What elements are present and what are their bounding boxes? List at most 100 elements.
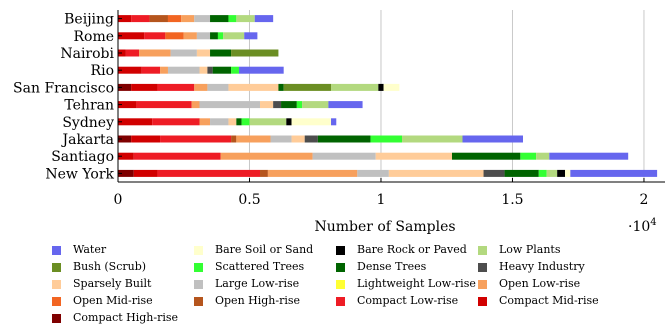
- bar-new-york-open-high-rise: [260, 169, 268, 177]
- legend-label: Compact Low-rise: [357, 294, 459, 307]
- bar-jakarta-dense-trees: [317, 135, 371, 143]
- bar-tehran-open-low-rise: [191, 101, 200, 109]
- bar-san-francisco-compact-mid-rise: [131, 83, 158, 91]
- bar-rio-large-low-rise: [167, 66, 200, 74]
- bar-santiago-compact-mid-rise: [118, 152, 134, 160]
- legend-label: Water: [73, 243, 107, 256]
- bar-sydney-compact-mid-rise: [118, 118, 153, 126]
- bar-new-york-open-low-rise: [267, 169, 358, 177]
- bar-jakarta-compact-mid-rise: [131, 135, 161, 143]
- bar-jakarta-open-high-rise: [231, 135, 237, 143]
- bar-new-york-low-plants: [546, 169, 558, 177]
- bar-beijing-compact-low-rise: [131, 15, 150, 23]
- bar-sydney-bare-soil-or-sand: [291, 118, 332, 126]
- bar-new-york-compact-mid-rise: [133, 169, 158, 177]
- legend-label: Dense Trees: [357, 260, 427, 273]
- bar-new-york-bare-soil-or-sand: [565, 169, 571, 177]
- bar-tehran-compact-mid-rise: [118, 101, 137, 109]
- y-tick-label-new-york: New York: [45, 166, 114, 182]
- bar-beijing-open-high-rise: [149, 15, 168, 23]
- bar-beijing-compact-mid-rise: [118, 15, 132, 23]
- x-tick-labels: 0 0.5 1 1.5 2: [114, 192, 649, 208]
- bar-jakarta-large-low-rise: [270, 135, 292, 143]
- bar-sydney-low-plants: [249, 118, 287, 126]
- bar-tehran-sparsely-built: [260, 101, 274, 109]
- bar-rome-dense-trees: [210, 32, 218, 40]
- bar-beijing-open-mid-rise: [167, 15, 182, 23]
- bar-san-francisco-compact-high-rise: [118, 83, 132, 91]
- bar-new-york-compact-high-rise: [118, 169, 134, 177]
- x-tick-label: 2: [640, 192, 649, 208]
- y-tick-label-rome: Rome: [73, 29, 114, 45]
- bar-nairobi-sparsely-built: [196, 49, 211, 57]
- bar-tehran-water: [328, 101, 363, 109]
- bar-sydney-dense-trees: [236, 118, 242, 126]
- bar-rome-scattered-trees: [217, 32, 224, 40]
- legend-swatch: [478, 263, 487, 272]
- bar-santiago-water: [549, 152, 629, 160]
- bar-rome-large-low-rise: [196, 32, 211, 40]
- bar-san-francisco-bare-rock-or-paved: [378, 83, 384, 91]
- y-tick-label-tehran: Tehran: [64, 98, 114, 114]
- bar-jakarta-open-low-rise: [236, 135, 271, 143]
- legend-label: Large Low-rise: [215, 277, 300, 290]
- y-tick-label-san-francisco: San Francisco: [13, 80, 114, 96]
- legend-label: Scattered Trees: [215, 260, 305, 273]
- bar-rio-scattered-trees: [231, 66, 239, 74]
- bar-rio-water: [238, 66, 284, 74]
- bar-santiago-dense-trees: [451, 152, 521, 160]
- legend-swatch: [52, 263, 61, 272]
- legend-swatch: [194, 246, 203, 255]
- legend-swatch: [52, 297, 61, 306]
- y-tick-label-beijing: Beijing: [64, 12, 114, 28]
- bar-santiago-open-low-rise: [220, 152, 313, 160]
- bar-san-francisco-bare-soil-or-sand: [383, 83, 400, 91]
- bar-nairobi-compact-low-rise: [125, 49, 140, 57]
- bar-sydney-sparsely-built: [228, 118, 237, 126]
- bar-beijing-low-plants: [236, 15, 255, 23]
- x-axis-multiplier-base: ·10: [628, 219, 650, 235]
- bar-tehran-heavy-industry: [273, 101, 282, 109]
- x-tick-label: 0.5: [238, 192, 260, 208]
- plot-frame: [117, 10, 665, 183]
- bar-santiago-scattered-trees: [520, 152, 537, 160]
- bar-rome-low-plants: [223, 32, 245, 40]
- bar-jakarta-scattered-trees: [370, 135, 403, 143]
- legend-label: Heavy Industry: [499, 260, 585, 273]
- bar-sydney-large-low-rise: [210, 118, 229, 126]
- legend-swatch: [478, 297, 487, 306]
- legend-label: Open Low-rise: [499, 277, 581, 290]
- bar-nairobi-open-low-rise: [139, 49, 171, 57]
- bar-new-york-dense-trees: [504, 169, 539, 177]
- bar-nairobi-bush-scrub: [231, 49, 279, 57]
- bar-san-francisco-dense-trees: [278, 83, 284, 91]
- legend-label: Low Plants: [499, 243, 561, 256]
- legend-swatch: [194, 297, 203, 306]
- legend-swatch: [478, 280, 487, 289]
- bar-beijing-water: [254, 15, 274, 23]
- bar-new-york-heavy-industry: [483, 169, 505, 177]
- bar-san-francisco-sparsely-built: [228, 83, 279, 91]
- bar-san-francisco-compact-low-rise: [157, 83, 195, 91]
- bar-rome-compact-low-rise: [144, 32, 166, 40]
- bar-beijing-dense-trees: [210, 15, 229, 23]
- legend-label: Bush (Scrub): [73, 260, 147, 273]
- legend-label: Bare Rock or Paved: [357, 243, 467, 256]
- bar-santiago-sparsely-built: [375, 152, 452, 160]
- bar-beijing-large-low-rise: [194, 15, 211, 23]
- y-tick-label-sydney: Sydney: [62, 115, 114, 131]
- bar-santiago-large-low-rise: [312, 152, 376, 160]
- legend-label: Sparsely Built: [73, 277, 152, 290]
- legend-swatch: [336, 246, 345, 255]
- bar-sydney-compact-low-rise: [152, 118, 200, 126]
- bar-santiago-low-plants: [536, 152, 550, 160]
- bar-tehran-low-plants: [302, 101, 329, 109]
- legend-label: Compact Mid-rise: [499, 294, 599, 307]
- legend: Water Bare Soil or Sand Bare Rock or Paved…: [52, 243, 652, 331]
- bar-rio-compact-mid-rise: [118, 66, 142, 74]
- bar-jakarta-compact-low-rise: [160, 135, 232, 143]
- bar-san-francisco-low-plants: [331, 83, 379, 91]
- bar-tehran-dense-trees: [281, 101, 297, 109]
- bar-new-york-bare-rock-or-paved: [557, 169, 566, 177]
